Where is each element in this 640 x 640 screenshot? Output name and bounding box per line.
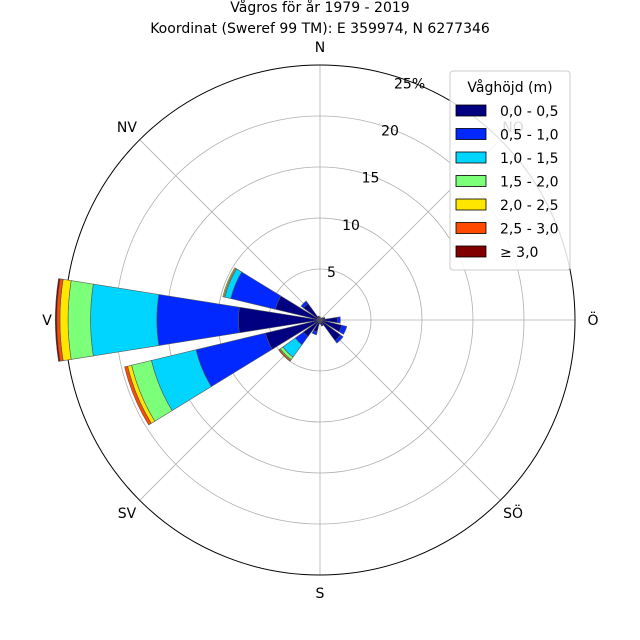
- chart-title: Vågros för år 1979 - 2019: [230, 0, 409, 16]
- radial-tick-label: 10: [342, 218, 360, 234]
- radial-tick-labels: 5 10 15 20 25%: [327, 76, 425, 280]
- legend-swatch: [455, 104, 487, 117]
- bar-segment-10-5: [278, 348, 292, 362]
- bar-segment-5-1: [338, 324, 348, 335]
- bar-segment-13-4: [222, 267, 237, 298]
- bar-segment-8-0: [319, 319, 321, 325]
- grid-spoke: [139, 139, 321, 321]
- bar-segment-6-1: [334, 334, 344, 344]
- radial-tick-label: 25%: [394, 76, 425, 92]
- direction-label: NV: [117, 120, 137, 136]
- legend-label: 1,0 - 1,5: [500, 151, 558, 167]
- bar-segment-12-3: [67, 280, 94, 360]
- legend-items: 0,0 - 0,5 0,5 - 1,0 1,0 - 1,5 1,5 - 2,0 2,0 …: [455, 104, 558, 261]
- legend-swatch: [455, 198, 487, 211]
- bar-segment-12-1: [156, 294, 240, 346]
- bar-segment-15-0: [317, 315, 321, 321]
- direction-labels: NNOÖSÖSSVVNV: [42, 40, 598, 602]
- bar-segment-14-1: [300, 300, 309, 309]
- direction-label: SV: [118, 506, 137, 522]
- legend-label: 0,0 - 0,5: [500, 104, 558, 120]
- bar-segment-9-1: [311, 330, 318, 336]
- bar-segment-11-5: [124, 365, 152, 426]
- legend: Våghöjd (m) 0,0 - 0,5 0,5 - 1,0 1,0 - 1,5 1…: [449, 70, 571, 271]
- legend-label: ≥ 3,0: [500, 245, 538, 261]
- bar-segment-3-0: [319, 316, 326, 321]
- chart-subtitle: Koordinat (Sweref 99 TM): E 359974, N 62…: [150, 21, 490, 37]
- direction-label: N: [315, 40, 325, 56]
- bar-segment-7-0: [319, 319, 324, 327]
- direction-label: V: [42, 313, 52, 329]
- bar-segment-11-1: [195, 332, 273, 388]
- grid-spoke: [319, 319, 501, 501]
- legend-label: 2,5 - 3,0: [500, 222, 558, 238]
- legend-label: 2,0 - 2,5: [500, 198, 558, 214]
- legend-label: 0,5 - 1,0: [500, 128, 558, 144]
- rose-bars: [55, 267, 348, 426]
- legend-label: 1,5 - 2,0: [500, 175, 558, 191]
- bar-segment-4-1: [336, 316, 341, 324]
- legend-swatch: [455, 175, 487, 187]
- direction-label: SÖ: [503, 504, 523, 522]
- bar-segment-12-2: [90, 283, 160, 357]
- legend-swatch: [455, 222, 487, 234]
- radial-tick-label: 15: [362, 171, 380, 187]
- legend-box: [449, 70, 571, 271]
- legend-title: Våghöjd (m): [467, 79, 552, 96]
- direction-label: Ö: [587, 311, 598, 329]
- bar-segment-12-6: [55, 278, 61, 362]
- direction-label: S: [316, 586, 325, 602]
- legend-swatch: [455, 128, 487, 140]
- radial-tick-label: 5: [327, 265, 336, 281]
- legend-swatch: [455, 245, 487, 258]
- legend-swatch: [455, 151, 487, 164]
- radial-tick-label: 20: [381, 124, 399, 140]
